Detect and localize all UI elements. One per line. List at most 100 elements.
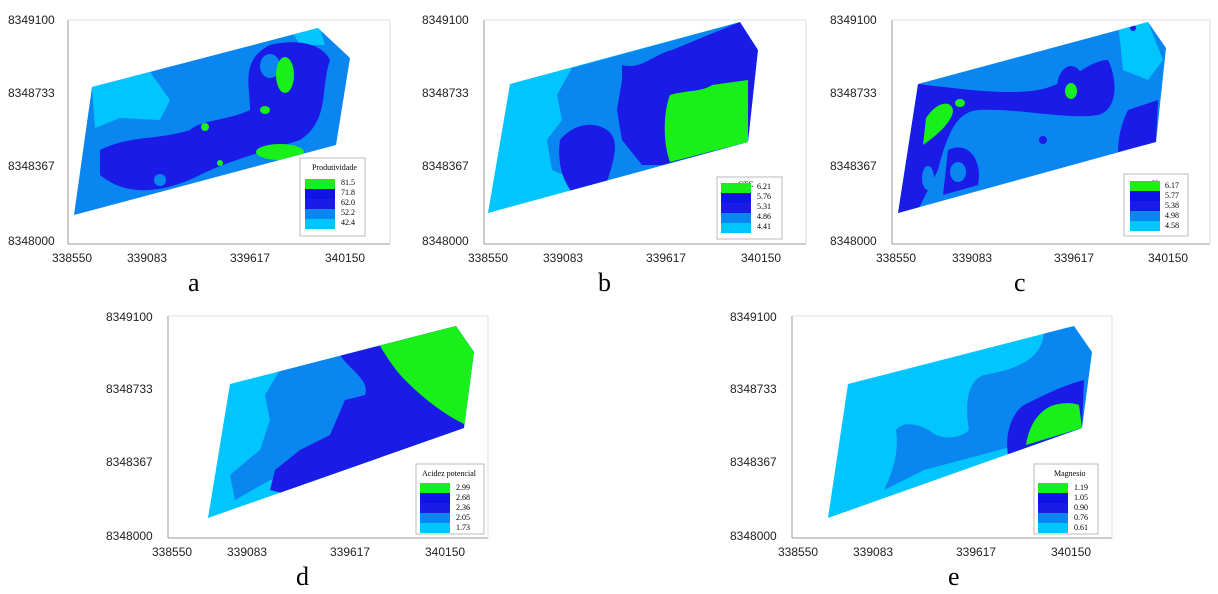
legend-value: 2.36 <box>456 503 470 512</box>
x-axis-ticks: 338550 339083 339617 340150 <box>468 251 781 265</box>
legend-value: 52.2 <box>341 208 355 217</box>
x-tick-label: 339083 <box>952 251 992 265</box>
legend-swatch <box>721 223 751 233</box>
field-map-e <box>828 326 1092 518</box>
legend-swatch <box>420 483 450 493</box>
y-tick-label: 8348367 <box>730 455 777 469</box>
legend: pH 6.17 5.77 5.38 4.98 4.58 <box>1123 173 1189 237</box>
legend-value: 2.68 <box>456 493 470 502</box>
y-tick-label: 8348000 <box>422 234 469 248</box>
y-tick-label: 8349100 <box>730 310 777 324</box>
field-map-d <box>208 326 474 518</box>
legend-title: Acidez potencial <box>422 469 477 478</box>
x-tick-label: 340150 <box>1148 251 1188 265</box>
legend-value: 0.90 <box>1074 503 1088 512</box>
y-tick-label: 8349100 <box>8 13 55 27</box>
legend-value: 81.5 <box>341 178 355 187</box>
y-tick-label: 8348367 <box>422 159 469 173</box>
y-tick-label: 8349100 <box>106 310 153 324</box>
legend-swatch <box>721 203 751 213</box>
legend-value: 5.31 <box>757 202 771 211</box>
map-panel-d: 8349100 8348733 8348367 8348000 338550 3… <box>100 300 520 594</box>
legend-swatch <box>1038 503 1068 513</box>
legend-swatch <box>1038 523 1068 533</box>
legend-swatch <box>420 493 450 503</box>
x-axis-ticks: 338550 339083 339617 340150 <box>152 545 465 559</box>
y-tick-label: 8348367 <box>106 455 153 469</box>
y-tick-label: 8348733 <box>830 86 877 100</box>
legend-value: 62.0 <box>341 198 355 207</box>
legend-value: 5.76 <box>757 192 771 201</box>
legend-swatch <box>1130 181 1160 191</box>
legend-value: 2.99 <box>456 483 470 492</box>
legend-swatch <box>721 183 751 193</box>
y-tick-label: 8348367 <box>8 159 55 173</box>
y-tick-label: 8348733 <box>106 382 153 396</box>
legend-swatch <box>1038 493 1068 503</box>
legend-swatch <box>1038 483 1068 493</box>
x-tick-label: 339617 <box>330 545 370 559</box>
legend-swatch <box>305 219 335 229</box>
x-tick-label: 339083 <box>543 251 583 265</box>
y-tick-label: 8348733 <box>422 86 469 100</box>
y-tick-label: 8348000 <box>106 529 153 543</box>
x-tick-label: 338550 <box>52 251 92 265</box>
x-tick-label: 339617 <box>1054 251 1094 265</box>
map-frame <box>791 315 1113 539</box>
legend-swatch <box>305 189 335 199</box>
legend-value: 1.05 <box>1074 493 1088 502</box>
legend-value: 4.98 <box>1165 211 1179 220</box>
legend-value: 0.76 <box>1074 513 1088 522</box>
x-tick-label: 338550 <box>876 251 916 265</box>
x-tick-label: 340150 <box>325 251 365 265</box>
legend: Magnesio 1.19 1.05 0.90 0.76 0.61 <box>1033 463 1099 535</box>
y-axis-ticks: 8349100 8348733 8348367 8348000 <box>106 310 153 543</box>
map-panel-e: 8349100 8348733 8348367 8348000 338550 3… <box>724 300 1144 594</box>
legend-value: 4.86 <box>757 212 771 221</box>
y-axis-ticks: 8349100 8348733 8348367 8348000 <box>422 13 469 248</box>
map-a: 8349100 8348733 8348367 8348000 338550 3… <box>8 13 391 265</box>
y-tick-label: 8348733 <box>730 382 777 396</box>
panel-letter: a <box>188 268 200 297</box>
legend-value: 71.8 <box>341 188 355 197</box>
legend-swatch <box>1130 201 1160 211</box>
legend-swatch <box>305 209 335 219</box>
panel-letter: b <box>598 268 611 297</box>
x-tick-label: 338550 <box>468 251 508 265</box>
legend: Acidez potencial 2.99 2.68 2.36 2.05 1.7… <box>415 463 485 535</box>
legend-value: 0.61 <box>1074 523 1088 532</box>
x-tick-label: 339617 <box>646 251 686 265</box>
x-tick-label: 340150 <box>1051 545 1091 559</box>
legend-value: 1.19 <box>1074 483 1088 492</box>
map-panel-a: 8349100 8348733 8348367 8348000 338550 3… <box>0 0 410 300</box>
legend-swatch <box>1130 211 1160 221</box>
legend-value: 4.41 <box>757 222 771 231</box>
legend-swatch <box>420 513 450 523</box>
x-tick-label: 340150 <box>741 251 781 265</box>
field-map-c <box>898 22 1166 213</box>
legend-swatch <box>1038 513 1068 523</box>
panel-letter: c <box>1014 268 1026 297</box>
legend-swatch <box>305 179 335 189</box>
map-panel-c: 8349100 8348733 8348367 8348000 338550 3… <box>818 0 1218 300</box>
legend-swatch <box>420 523 450 533</box>
map-frame <box>167 315 489 539</box>
field-map-b <box>488 22 758 213</box>
map-frame <box>483 19 807 245</box>
panel-letter: e <box>948 562 960 591</box>
x-tick-label: 339083 <box>127 251 167 265</box>
map-panel-b: 8349100 8348733 8348367 8348000 338550 3… <box>412 0 822 300</box>
legend: CTC 6.21 5.76 5.31 4.86 4.41 <box>716 176 783 240</box>
y-axis-ticks: 8349100 8348733 8348367 8348000 <box>8 13 55 248</box>
panel-letter: d <box>296 562 309 591</box>
map-c: 8349100 8348733 8348367 8348000 338550 3… <box>830 13 1211 265</box>
x-axis-ticks: 338550 339083 339617 340150 <box>876 251 1188 265</box>
map-e: 8349100 8348733 8348367 8348000 338550 3… <box>730 310 1113 559</box>
y-tick-label: 8348733 <box>8 86 55 100</box>
x-tick-label: 338550 <box>778 545 818 559</box>
legend-swatch <box>721 193 751 203</box>
legend: Produtividade 81.5 71.8 62.0 52.2 42.4 <box>299 157 366 237</box>
legend-value: 5.38 <box>1165 201 1179 210</box>
y-tick-label: 8348000 <box>8 234 55 248</box>
legend-value: 4.58 <box>1165 221 1179 230</box>
